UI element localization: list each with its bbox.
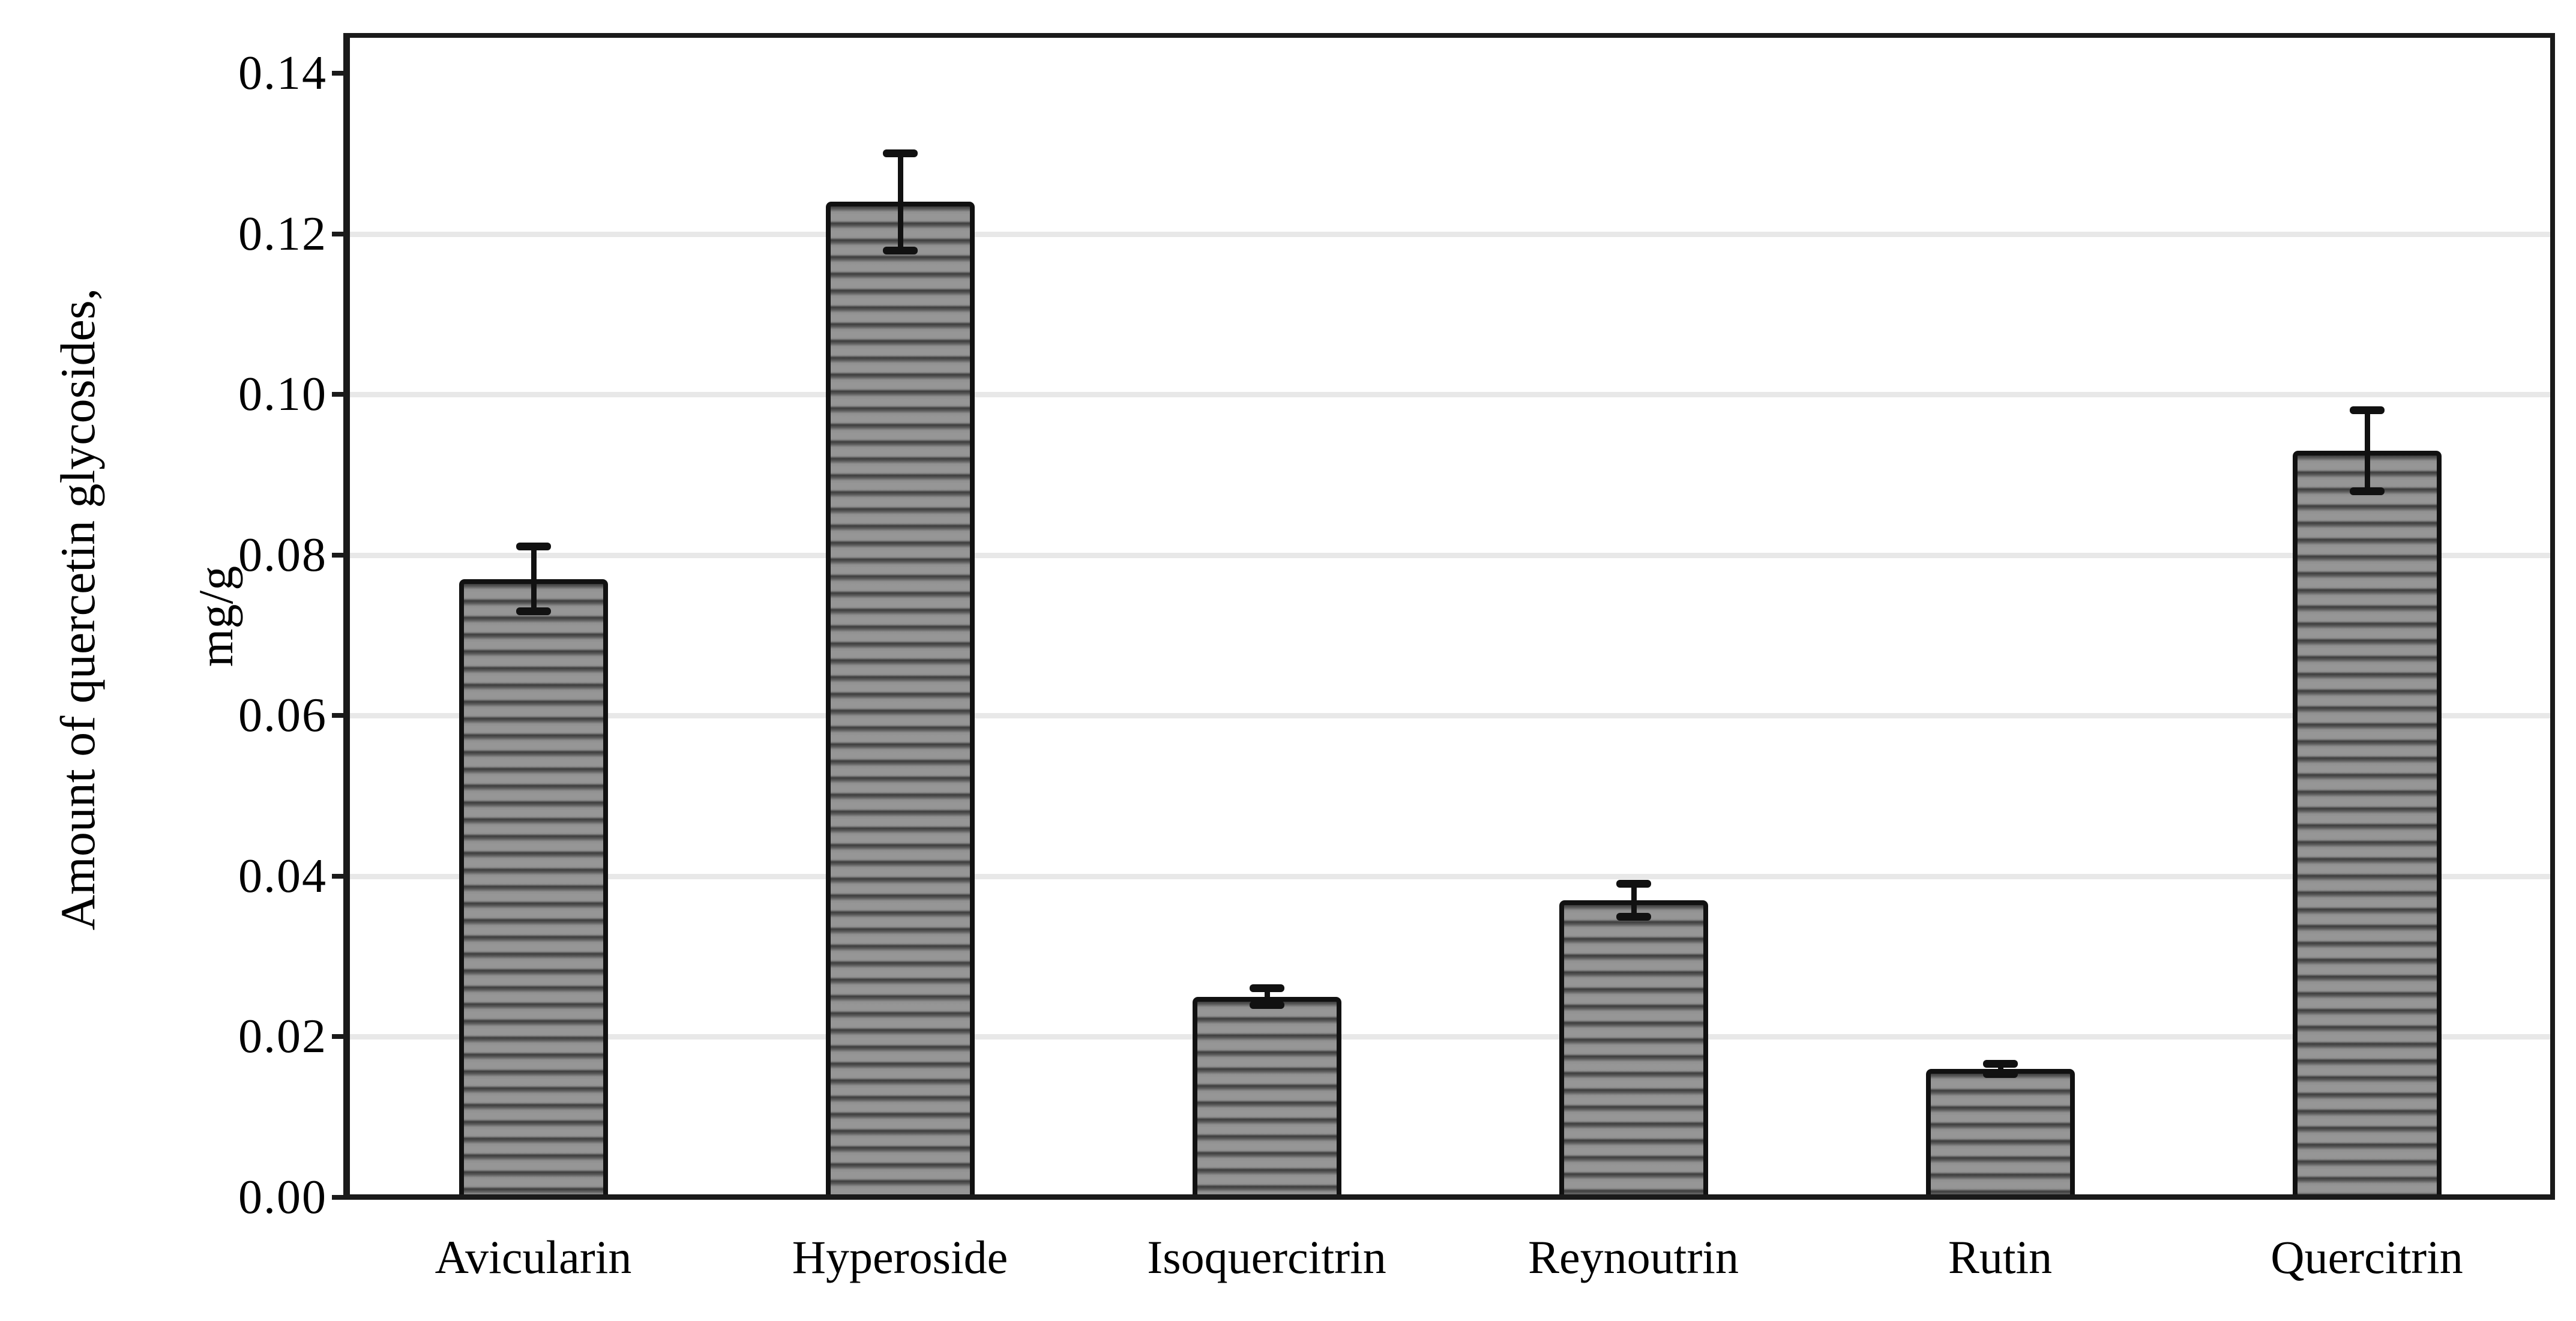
error-bar-cap-bottom [1982, 1070, 2018, 1078]
bar-avicularin [459, 579, 608, 1197]
gridline [350, 1034, 2550, 1040]
plot-area [350, 37, 2550, 1197]
y-axis-tick-label: 0.02 [238, 1010, 327, 1064]
y-axis-tick [332, 873, 350, 879]
bar-rutin [1925, 1068, 2075, 1197]
bar-reynoutrin [1559, 900, 1708, 1197]
error-bar-stem [897, 153, 903, 250]
error-bar-cap-bottom [2349, 487, 2385, 495]
x-category-label-avicularin: Avicularin [435, 1231, 632, 1283]
y-axis-tick [332, 1034, 350, 1040]
error-bar-stem [1264, 988, 1270, 1005]
y-axis-tick [332, 231, 350, 236]
y-axis-tick-label: 0.04 [238, 849, 327, 903]
error-bar-stem [1997, 1064, 2003, 1074]
y-axis-tick-label: 0.00 [238, 1171, 327, 1224]
x-category-label-hyperoside: Hyperoside [792, 1231, 1008, 1283]
gridline [350, 392, 2550, 398]
error-bar-stem [1631, 884, 1637, 916]
y-axis-tick [332, 71, 350, 76]
y-axis-tick [332, 392, 350, 397]
y-axis-tick [332, 552, 350, 558]
gridline [350, 873, 2550, 879]
y-axis-label: Amount of quercetin glycosides, [50, 287, 105, 931]
x-category-label-rutin: Rutin [1948, 1231, 2053, 1283]
x-category-label-reynoutrin: Reynoutrin [1528, 1231, 1739, 1283]
error-bar-cap-bottom [516, 607, 551, 616]
error-bar-cap-bottom [1616, 912, 1651, 921]
x-category-label-quercitrin: Quercitrin [2271, 1231, 2463, 1283]
plot-frame-right [2550, 33, 2555, 1200]
error-bar-cap-bottom [882, 246, 918, 254]
error-bar-cap-top [1982, 1059, 2018, 1068]
error-bar-cap-top [882, 149, 918, 157]
plot-frame-top [343, 33, 2555, 38]
gridline [350, 713, 2550, 719]
y-axis-line [343, 33, 350, 1200]
gridline [350, 231, 2550, 237]
error-bar-cap-top [1249, 984, 1284, 993]
bar-hyperoside [825, 202, 975, 1197]
x-axis-line [343, 1194, 2555, 1200]
y-axis-tick-label: 0.14 [238, 47, 327, 100]
error-bar-cap-top [516, 543, 551, 551]
error-bar-stem [2364, 411, 2370, 491]
y-axis-tick-label: 0.06 [238, 689, 327, 742]
y-axis-unit-label: mg/g [188, 565, 243, 667]
error-bar-cap-top [1616, 880, 1651, 888]
y-axis-tick-label: 0.10 [238, 368, 327, 421]
y-axis-tick [332, 1195, 350, 1200]
y-axis-tick-label: 0.08 [238, 528, 327, 582]
bar-quercitrin [2292, 450, 2442, 1197]
y-axis-tick [332, 713, 350, 718]
bar-isoquercitrin [1192, 996, 1341, 1197]
error-bar-cap-top [2349, 406, 2385, 415]
gridline [350, 552, 2550, 558]
x-category-label-isoquercitrin: Isoquercitrin [1147, 1231, 1386, 1283]
y-axis-tick-label: 0.12 [238, 207, 327, 260]
error-bar-cap-bottom [1249, 1001, 1284, 1009]
error-bar-stem [531, 547, 537, 612]
